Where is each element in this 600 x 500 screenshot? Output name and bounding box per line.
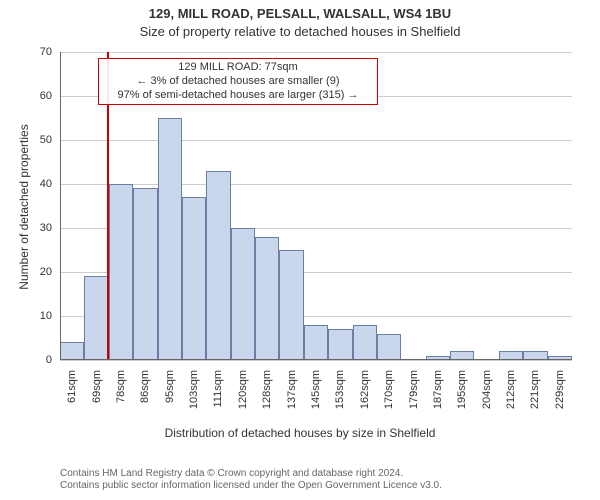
- x-tick-label: 221sqm: [529, 370, 541, 409]
- chart-title-line2: Size of property relative to detached ho…: [0, 24, 600, 39]
- x-tick-label: 162sqm: [359, 370, 371, 409]
- x-tick-label: 179sqm: [408, 370, 420, 409]
- footer-line2: Contains public sector information licen…: [60, 480, 442, 492]
- bar: [353, 325, 377, 360]
- bar: [133, 188, 157, 360]
- y-tick-label: 20: [40, 266, 52, 278]
- x-tick-label: 229sqm: [554, 370, 566, 409]
- x-tick-label: 128sqm: [261, 370, 273, 409]
- annotation-line1: 129 MILL ROAD: 77sqm: [103, 61, 373, 75]
- x-tick-label: 204sqm: [481, 370, 493, 409]
- x-tick-label: 103sqm: [188, 370, 200, 409]
- y-tick-label: 30: [40, 222, 52, 234]
- x-tick-label: 195sqm: [456, 370, 468, 409]
- y-tick-label: 50: [40, 134, 52, 146]
- bar: [182, 197, 206, 360]
- y-tick-labels: 010203040506070: [0, 52, 56, 360]
- x-tick-label: 187sqm: [432, 370, 444, 409]
- bar: [279, 250, 303, 360]
- x-tick-label: 120sqm: [237, 370, 249, 409]
- x-tick-label: 78sqm: [115, 370, 127, 403]
- annotation-line2: ← 3% of detached houses are smaller (9): [103, 75, 373, 89]
- chart-title-line1: 129, MILL ROAD, PELSALL, WALSALL, WS4 1B…: [0, 6, 600, 21]
- x-tick-label: 170sqm: [383, 370, 395, 409]
- x-tick-label: 111sqm: [212, 370, 224, 408]
- bar: [84, 276, 108, 360]
- x-tick-label: 69sqm: [91, 370, 103, 403]
- bar: [304, 325, 328, 360]
- x-axis-label: Distribution of detached houses by size …: [0, 426, 600, 440]
- x-tick-label: 212sqm: [505, 370, 517, 409]
- gridline: [60, 360, 572, 361]
- x-tick-label: 137sqm: [286, 370, 298, 409]
- bar: [158, 118, 182, 360]
- annotation-box: 129 MILL ROAD: 77sqm ← 3% of detached ho…: [98, 58, 378, 105]
- chart-container: 129, MILL ROAD, PELSALL, WALSALL, WS4 1B…: [0, 0, 600, 500]
- x-tick-label: 61sqm: [66, 370, 78, 403]
- bar: [328, 329, 352, 360]
- bar: [377, 334, 401, 360]
- bar: [231, 228, 255, 360]
- y-tick-label: 40: [40, 178, 52, 190]
- y-tick-label: 0: [46, 354, 52, 366]
- footer-line1: Contains HM Land Registry data © Crown c…: [60, 468, 442, 480]
- bar: [206, 171, 230, 360]
- x-tick-label: 145sqm: [310, 370, 322, 409]
- bar: [60, 342, 84, 360]
- annotation-line3: 97% of semi-detached houses are larger (…: [103, 89, 373, 103]
- x-tick-label: 153sqm: [334, 370, 346, 409]
- x-axis-line: [60, 359, 572, 360]
- bar: [109, 184, 133, 360]
- x-tick-labels: 61sqm 69sqm 78sqm 86sqm 95sqm 103sqm 111sqm 120…: [60, 364, 572, 424]
- y-tick-label: 70: [40, 46, 52, 58]
- x-tick-label: 95sqm: [164, 370, 176, 403]
- footer-attribution: Contains HM Land Registry data © Crown c…: [60, 468, 442, 492]
- y-axis-line: [60, 52, 61, 360]
- y-tick-label: 10: [40, 310, 52, 322]
- bar: [255, 237, 279, 360]
- x-tick-label: 86sqm: [139, 370, 151, 403]
- y-tick-label: 60: [40, 90, 52, 102]
